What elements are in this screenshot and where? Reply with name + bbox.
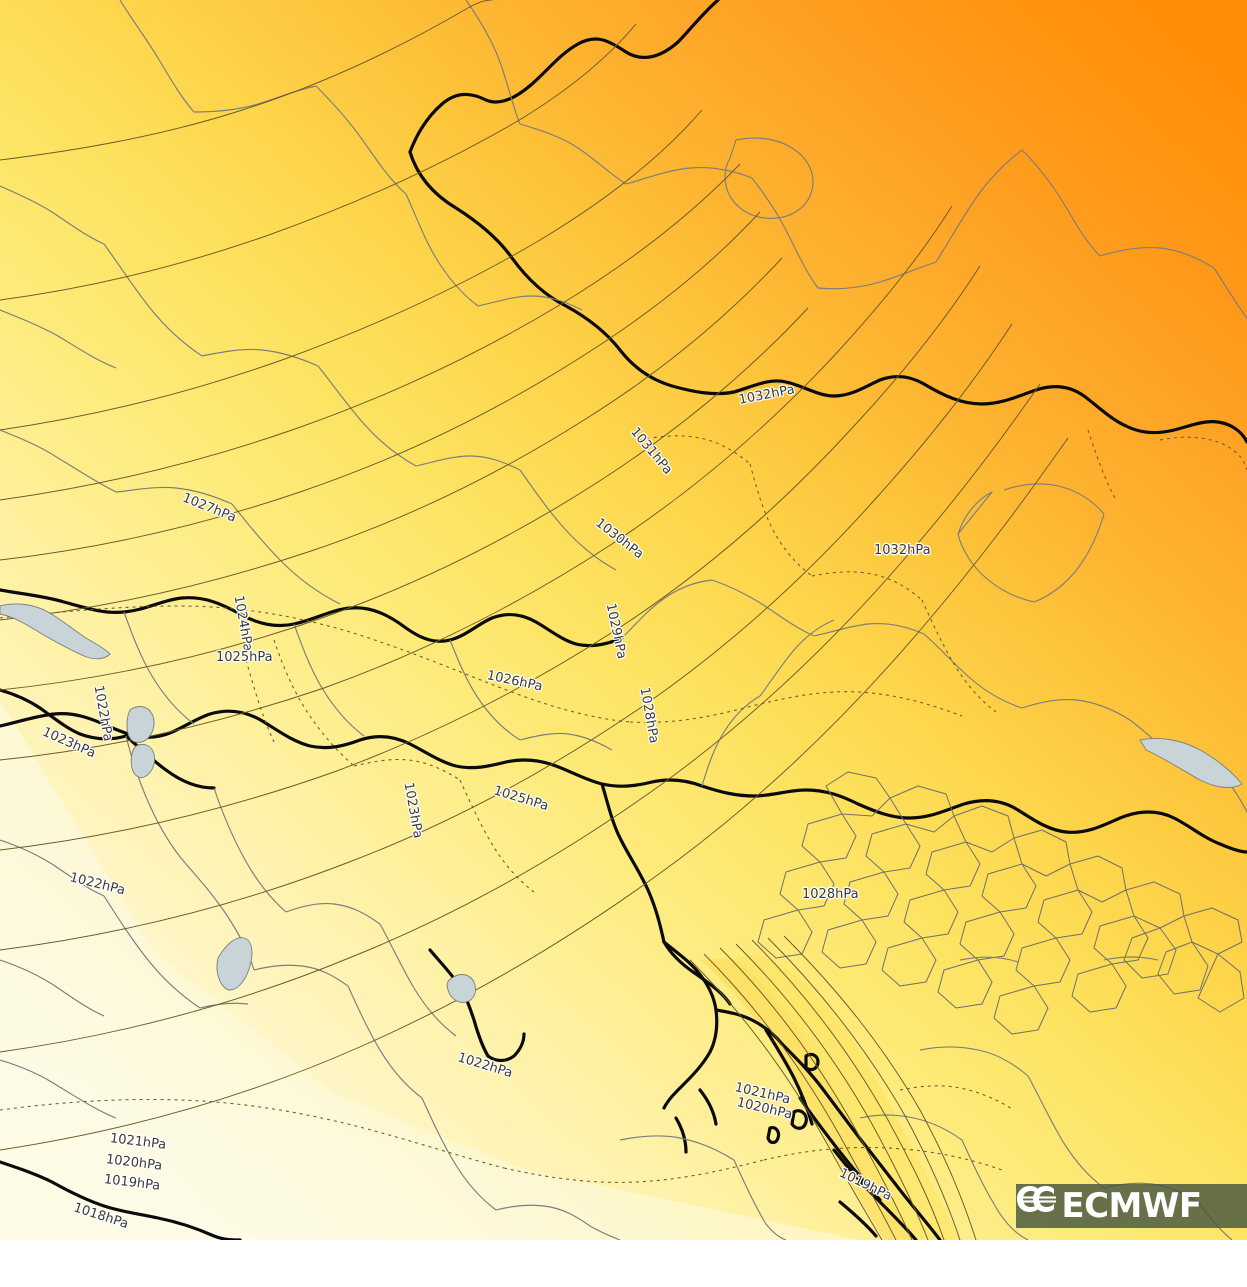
map-footer: 1017.30 hPa 1032.90 hPa 9559609659709759… [0, 1240, 1247, 1287]
coastal-gradient-bands [700, 955, 960, 1240]
dotted-boundaries [0, 429, 1247, 1183]
ecmwf-mark-icon [1017, 1186, 1056, 1212]
ecmwf-wordmark: ECMWF [1061, 1186, 1202, 1226]
regional-boundaries [0, 0, 1247, 1240]
contour-bands [0, 700, 860, 1240]
pressure-field-soft [0, 0, 1247, 1240]
isobar-lines [0, 0, 1069, 1240]
ecmwf-logo: ECMWF [1016, 1184, 1247, 1228]
lakes [0, 603, 1243, 1003]
map-canvas [0, 0, 1247, 1240]
pressure-map[interactable]: 1032hPa 1031hPa 1030hPa 1032hPa 1029hPa 1027h… [0, 0, 1247, 1240]
